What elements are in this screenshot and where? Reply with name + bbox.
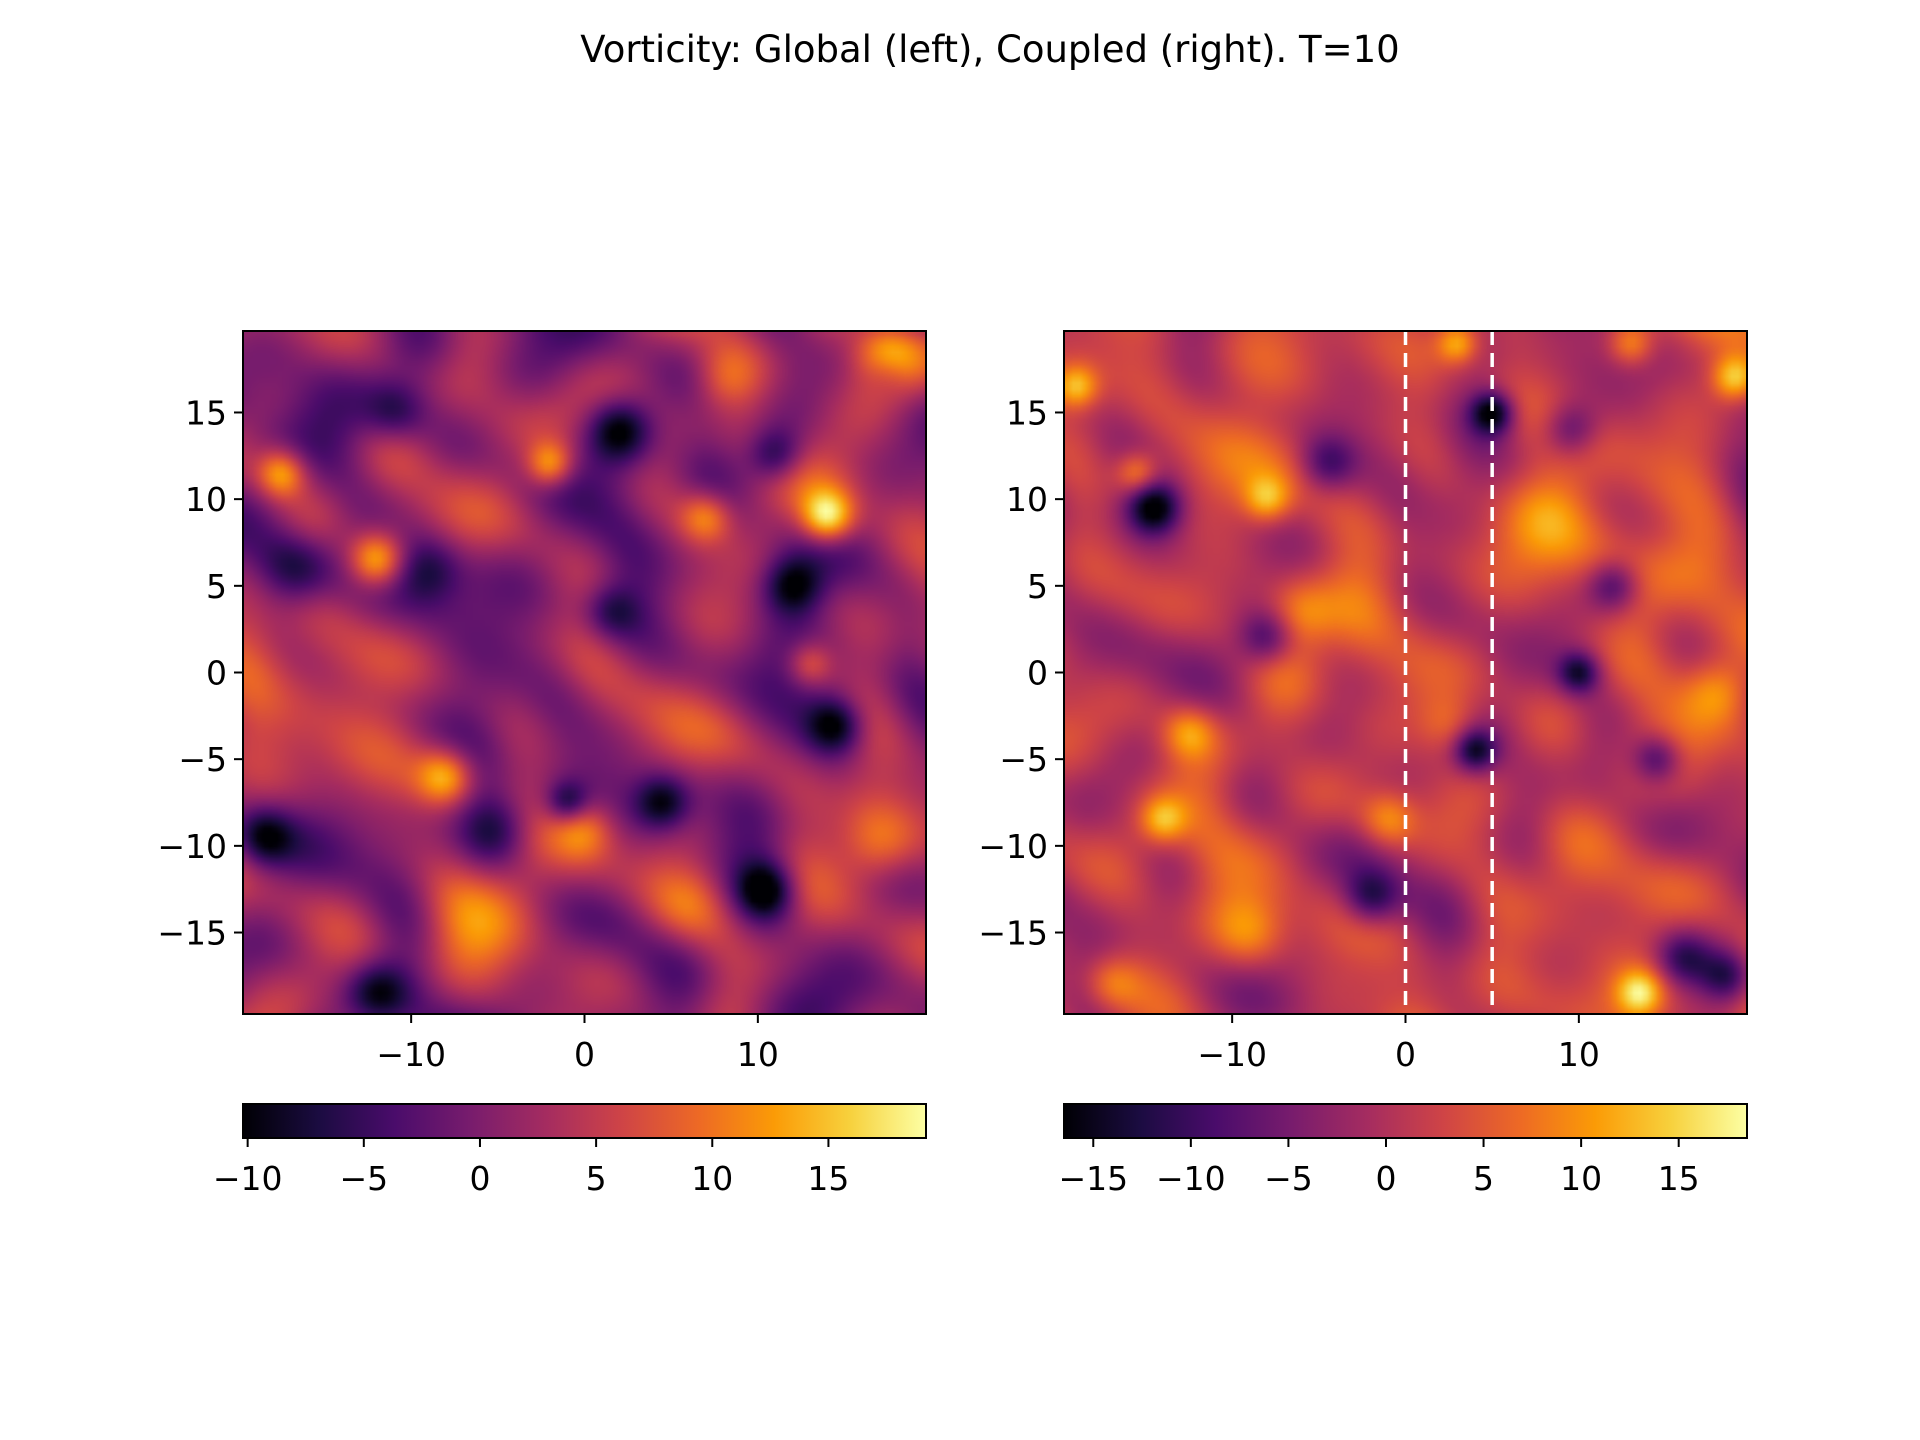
y-tick-label: −10 xyxy=(978,827,1048,866)
panel-global: 15 10 5 0 −5 −10 −15 −10 0 10 −10 −5 0 5 10 15 xyxy=(157,330,927,1198)
colorbar-axis-global: −10 −5 0 5 10 15 xyxy=(213,1138,849,1198)
x-tick-label: −10 xyxy=(1197,1035,1267,1074)
colorbar-tick-label: −10 xyxy=(1156,1159,1226,1198)
y-tick-label: 15 xyxy=(1006,393,1048,432)
colorbar-tick-label: −5 xyxy=(339,1159,388,1198)
colorbar-coupled xyxy=(1063,1103,1748,1139)
y-tick-label: 15 xyxy=(185,393,227,432)
figure-title: Vorticity: Global (left), Coupled (right… xyxy=(580,28,1399,71)
colorbar-tick-label: 10 xyxy=(691,1159,733,1198)
y-tick-label: 10 xyxy=(1006,480,1048,519)
x-tick-label: 10 xyxy=(1558,1035,1600,1074)
colorbar-tick-label: 5 xyxy=(586,1159,607,1198)
colorbar-tick-label: 5 xyxy=(1473,1159,1494,1198)
colorbar-global xyxy=(242,1103,927,1139)
x-axis-coupled: −10 0 10 xyxy=(1197,1014,1600,1074)
y-tick-label: −15 xyxy=(157,914,227,953)
y-tick-label: −15 xyxy=(978,914,1048,953)
colorbar-axis-coupled: −15 −10 −5 0 5 10 15 xyxy=(1058,1138,1700,1198)
heatmap-global xyxy=(243,331,926,1014)
colorbar-tick-label: −10 xyxy=(213,1159,283,1198)
x-axis-global: −10 0 10 xyxy=(376,1014,779,1074)
colorbar-tick-label: 10 xyxy=(1560,1159,1602,1198)
x-tick-label: 0 xyxy=(1395,1035,1416,1074)
colorbar-tick-label: 0 xyxy=(1375,1159,1396,1198)
y-axis-global: 15 10 5 0 −5 −10 −15 xyxy=(157,393,243,953)
coupling-boundaries xyxy=(1403,331,1494,1014)
y-axis-coupled: 15 10 5 0 −5 −10 −15 xyxy=(978,393,1064,953)
y-tick-label: 5 xyxy=(1027,567,1048,606)
colorbar-tick-label: 0 xyxy=(469,1159,490,1198)
x-tick-label: 0 xyxy=(574,1035,595,1074)
colorbar-tick-label: 15 xyxy=(1658,1159,1700,1198)
y-tick-label: −5 xyxy=(178,740,227,779)
y-tick-label: 10 xyxy=(185,480,227,519)
panel-coupled: 15 10 5 0 −5 −10 −15 −10 0 10 −15 −10 −5 0 5 10 15 xyxy=(978,330,1748,1198)
colorbar-tick-label: −15 xyxy=(1058,1159,1128,1198)
y-tick-label: 5 xyxy=(206,567,227,606)
y-tick-label: 0 xyxy=(1027,654,1048,693)
y-tick-label: −10 xyxy=(157,827,227,866)
colorbar-tick-label: 15 xyxy=(807,1159,849,1198)
y-tick-label: −5 xyxy=(999,740,1048,779)
x-tick-label: −10 xyxy=(376,1035,446,1074)
y-tick-label: 0 xyxy=(206,654,227,693)
x-tick-label: 10 xyxy=(737,1035,779,1074)
colorbar-tick-label: −5 xyxy=(1264,1159,1313,1198)
